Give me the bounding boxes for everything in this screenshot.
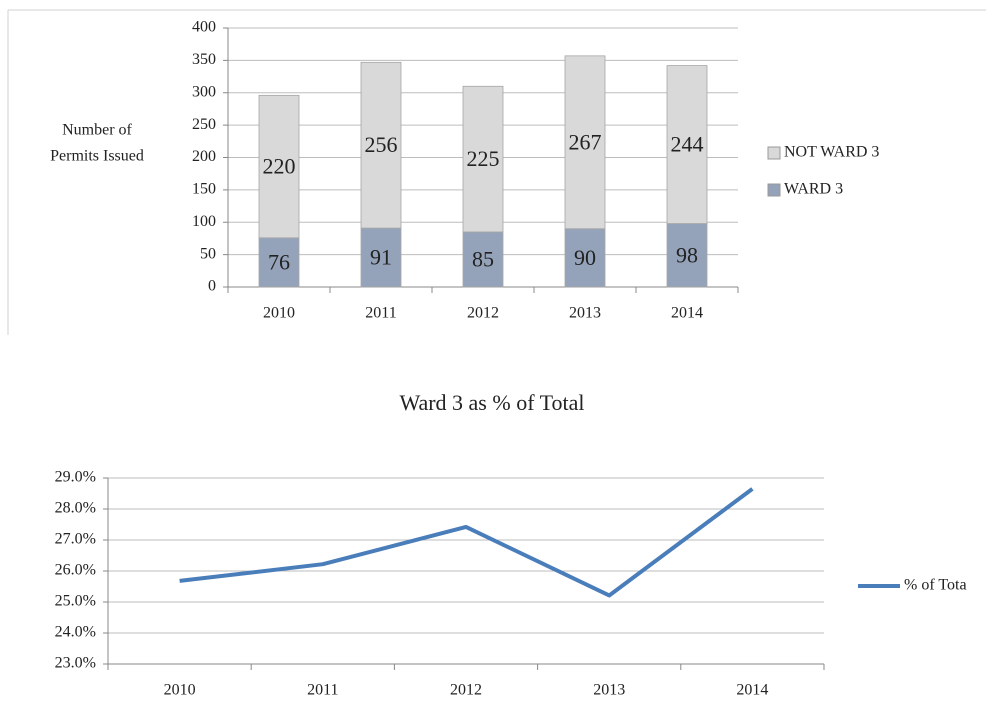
y-tick-label: 100 xyxy=(192,213,216,230)
y-tick-label: 200 xyxy=(192,148,216,165)
y-tick-label: 29.0% xyxy=(55,469,96,486)
y-tick-label: 250 xyxy=(192,116,216,133)
bar-segment xyxy=(360,61,402,229)
chart-title: Ward 3 as % of Total xyxy=(399,390,584,415)
x-tick-label: 2011 xyxy=(307,682,338,699)
x-tick-label: 2012 xyxy=(467,305,499,322)
bar-segment xyxy=(462,231,504,288)
bar-segment xyxy=(564,55,606,230)
x-tick-label: 2011 xyxy=(365,305,396,322)
data-label: 90 xyxy=(574,245,596,270)
x-tick-label: 2010 xyxy=(263,305,295,322)
legend-swatch xyxy=(767,183,781,197)
x-tick-label: 2013 xyxy=(569,305,601,322)
x-tick-label: 2014 xyxy=(736,682,768,699)
legend-swatch xyxy=(767,146,781,160)
y-tick-label: 27.0% xyxy=(55,531,96,548)
y-axis-label: Number of xyxy=(62,122,132,139)
y-tick-label: 24.0% xyxy=(55,624,96,641)
x-tick-label: 2013 xyxy=(593,682,625,699)
data-label: 267 xyxy=(569,129,602,154)
bar-segment xyxy=(360,227,402,288)
legend-label: WARD 3 xyxy=(784,181,843,198)
bar-segment xyxy=(462,85,504,233)
line-series xyxy=(179,487,754,598)
data-label: 91 xyxy=(370,245,392,270)
bar-segment xyxy=(666,65,708,224)
data-label: 98 xyxy=(676,242,698,267)
y-tick-label: 0 xyxy=(208,278,216,295)
y-tick-label: 50 xyxy=(200,245,216,262)
x-tick-label: 2010 xyxy=(164,682,196,699)
y-tick-label: 28.0% xyxy=(55,500,96,517)
y-tick-label: 150 xyxy=(192,181,216,198)
y-tick-label: 23.0% xyxy=(55,655,96,672)
y-tick-label: 350 xyxy=(192,51,216,68)
data-label: 244 xyxy=(671,132,704,157)
y-tick-label: 26.0% xyxy=(55,562,96,579)
bar-segment xyxy=(258,94,300,239)
y-tick-label: 400 xyxy=(192,19,216,36)
bar-segment xyxy=(258,237,300,288)
data-label: 256 xyxy=(365,132,398,157)
bar-segment xyxy=(666,223,708,288)
x-tick-label: 2012 xyxy=(450,682,482,699)
legend-label: % of Tota xyxy=(904,577,967,594)
data-label: 220 xyxy=(263,154,296,179)
y-axis-label: Permits Issued xyxy=(50,148,144,165)
x-tick-label: 2014 xyxy=(671,305,703,322)
data-label: 85 xyxy=(472,247,494,272)
y-tick-label: 25.0% xyxy=(55,593,96,610)
data-label: 76 xyxy=(268,249,290,274)
legend-label: NOT WARD 3 xyxy=(784,144,879,161)
y-tick-label: 300 xyxy=(192,83,216,100)
data-label: 225 xyxy=(467,146,500,171)
